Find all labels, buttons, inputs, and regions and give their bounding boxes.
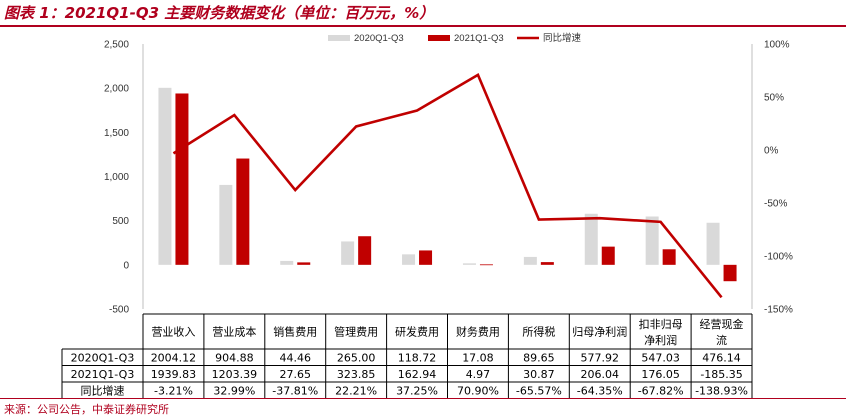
table-cell-value: 577.92	[581, 351, 620, 364]
table-cell-value: 27.65	[280, 368, 312, 381]
table-cell-value: 476.14	[702, 351, 741, 364]
table-cell-value: 44.46	[280, 351, 312, 364]
category-label: 归母净利润	[572, 325, 627, 339]
table-cell-value: 176.05	[641, 368, 680, 381]
growth-rate-line	[172, 72, 723, 299]
table-cell-value: 904.88	[215, 351, 254, 364]
table-row-label: 2021Q1-Q3	[71, 368, 135, 381]
title-divider	[0, 25, 846, 27]
bar-2021	[540, 262, 554, 265]
table-cell-value: 162.94	[398, 368, 437, 381]
bar-2021	[175, 93, 189, 265]
category-label: 所得税	[522, 325, 555, 339]
legend-swatch-2021	[428, 35, 450, 41]
table-cell-value: 17.08	[462, 351, 494, 364]
bar-2021	[297, 262, 311, 265]
y-right-tick-label: 0%	[764, 146, 779, 157]
y-left-tick-label: 2,000	[104, 84, 129, 95]
category-label: 销售费用	[273, 325, 317, 339]
table-cell-value: -3.21%	[154, 384, 193, 397]
table-cell-value: -138.93%	[695, 384, 748, 397]
y-right-tick-label: 50%	[764, 93, 784, 104]
y-right-tick-label: -150%	[764, 305, 793, 316]
bar-2021	[358, 236, 372, 265]
table-cell-value: 323.85	[337, 368, 376, 381]
table-cell-value: 30.87	[523, 368, 555, 381]
table-cell-value: 70.90%	[457, 384, 499, 397]
category-label: 流	[716, 333, 727, 347]
y-left-tick-label: 2,500	[104, 40, 129, 51]
y-left-tick-label: 1,500	[104, 128, 129, 139]
bar-2020	[280, 260, 294, 265]
table-cell-value: 1203.39	[212, 368, 258, 381]
bar-2021	[723, 264, 737, 282]
bar-2020	[402, 254, 416, 265]
source-divider	[0, 398, 846, 399]
table-cell-value: 89.65	[523, 351, 555, 364]
bar-2021	[662, 249, 676, 265]
bar-2020	[706, 222, 720, 265]
category-label: 经营现金	[700, 317, 744, 331]
bar-2020	[219, 184, 233, 265]
table-cell-value: 547.03	[641, 351, 680, 364]
source-note: 来源：公司公告，中泰证券研究所	[4, 403, 169, 416]
table-cell-value: 1939.83	[151, 368, 197, 381]
bar-2021	[236, 158, 250, 265]
table-row-label: 2020Q1-Q3	[71, 351, 135, 364]
table-cell-value: -65.57%	[516, 384, 562, 397]
bar-2020	[341, 241, 355, 265]
bar-2020	[158, 87, 172, 265]
table-cell-value: -37.81%	[272, 384, 318, 397]
legend-label-2020: 2020Q1-Q3	[354, 33, 404, 44]
table-cell-value: 265.00	[337, 351, 376, 364]
y-left-tick-label: 1,000	[104, 172, 129, 183]
y-left-tick-label: -500	[109, 305, 129, 316]
table-cell-value: -67.82%	[638, 384, 684, 397]
bar-2020	[645, 216, 659, 265]
y-left-tick-label: 0	[123, 260, 129, 271]
table-cell-value: -185.35	[700, 368, 742, 381]
category-label: 营业收入	[151, 325, 195, 339]
category-label: 营业成本	[212, 325, 256, 339]
y-left-tick-label: 500	[112, 216, 129, 227]
table-cell-value: 2004.12	[151, 351, 197, 364]
category-label: 研发费用	[395, 325, 439, 339]
y-right-tick-label: -100%	[764, 252, 793, 263]
bar-2021	[601, 246, 615, 265]
table-row-label: 同比增速	[81, 383, 125, 397]
category-label: 净利润	[644, 333, 677, 347]
bar-2021	[419, 250, 433, 265]
table-cell-value: 32.99%	[213, 384, 255, 397]
table-cell-value: 4.97	[466, 368, 491, 381]
bar-2020	[462, 263, 476, 265]
legend-label-growth: 同比增速	[543, 32, 582, 44]
category-label: 扣非归母	[639, 317, 683, 331]
legend-label-2021: 2021Q1-Q3	[454, 33, 504, 44]
bar-2020	[523, 256, 537, 265]
table-cell-value: 22.21%	[335, 384, 377, 397]
table-cell-value: 118.72	[398, 351, 437, 364]
legend-swatch-2020	[328, 35, 350, 41]
category-label: 财务费用	[456, 325, 500, 339]
category-label: 管理费用	[334, 325, 378, 339]
bar-2020	[584, 213, 598, 265]
table-cell-value: 206.04	[581, 368, 620, 381]
chart-title: 图表 1：2021Q1-Q3 主要财务数据变化（单位：百万元，%）	[4, 4, 435, 22]
table-cell-value: -64.35%	[577, 384, 623, 397]
y-right-tick-label: -50%	[764, 199, 787, 210]
y-right-tick-label: 100%	[764, 40, 790, 51]
table-cell-value: 37.25%	[396, 384, 438, 397]
bar-2021	[479, 264, 493, 266]
